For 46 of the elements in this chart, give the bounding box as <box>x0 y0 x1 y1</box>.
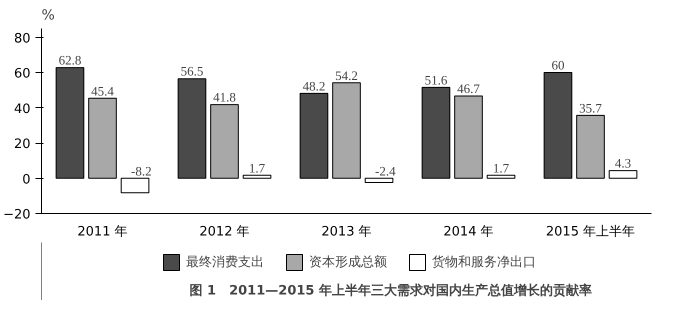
data-label: 56.5 <box>180 64 204 79</box>
x-tick-label: 2015 年上半年 <box>546 224 636 240</box>
y-tick-label: 40 <box>14 102 31 117</box>
legend-label: 资本形成总额 <box>309 254 387 271</box>
data-label: -2.4 <box>375 163 396 178</box>
x-tick-label: 2013 年 <box>321 224 372 240</box>
data-label: 41.8 <box>213 90 236 105</box>
text: 图 1 2011—2015 年上半年三大需求对国内生产总值增长的贡献率 <box>190 282 592 298</box>
data-label: 4.3 <box>614 156 632 171</box>
y-tick-label: 0 <box>22 172 31 188</box>
bar <box>608 170 638 179</box>
data-label: 1.7 <box>492 160 510 176</box>
bar <box>242 174 272 179</box>
bar <box>120 178 150 194</box>
bar <box>422 86 450 179</box>
y-axis-title: % <box>42 8 55 24</box>
data-label: 54.2 <box>335 68 358 83</box>
bar <box>486 174 516 179</box>
data-label: 45.4 <box>91 83 114 98</box>
data-label: 48.2 <box>302 78 326 94</box>
x-tick-label: 2011 年 <box>77 224 128 240</box>
bar <box>88 98 117 179</box>
bar <box>300 92 328 179</box>
data-label: 35.7 <box>579 100 602 116</box>
x-tick-label: 2012 年 <box>199 224 250 240</box>
y-tick-label: 20 <box>14 137 31 152</box>
data-label: -8.2 <box>131 163 152 178</box>
bar <box>210 104 239 179</box>
y-tick-label: −20 <box>3 208 31 222</box>
data-label: 60 <box>551 58 564 73</box>
x-tick-label: 2014 年 <box>443 224 494 240</box>
bar <box>364 178 394 183</box>
data-label: 51.6 <box>424 72 448 88</box>
bar <box>454 95 483 179</box>
data-label: 1.7 <box>248 160 266 176</box>
bar <box>332 82 361 179</box>
data-label: 46.7 <box>457 80 480 96</box>
bar <box>178 78 206 179</box>
legend-label: 最终消费支出 <box>186 254 264 271</box>
y-tick-label: 60 <box>14 66 31 82</box>
y-tick-label: 80 <box>14 31 31 46</box>
bar <box>56 67 84 179</box>
bar <box>544 72 572 179</box>
bar <box>576 114 605 179</box>
data-label: 62.8 <box>58 52 82 68</box>
legend-label: 货物和服务净出口 <box>432 254 536 271</box>
